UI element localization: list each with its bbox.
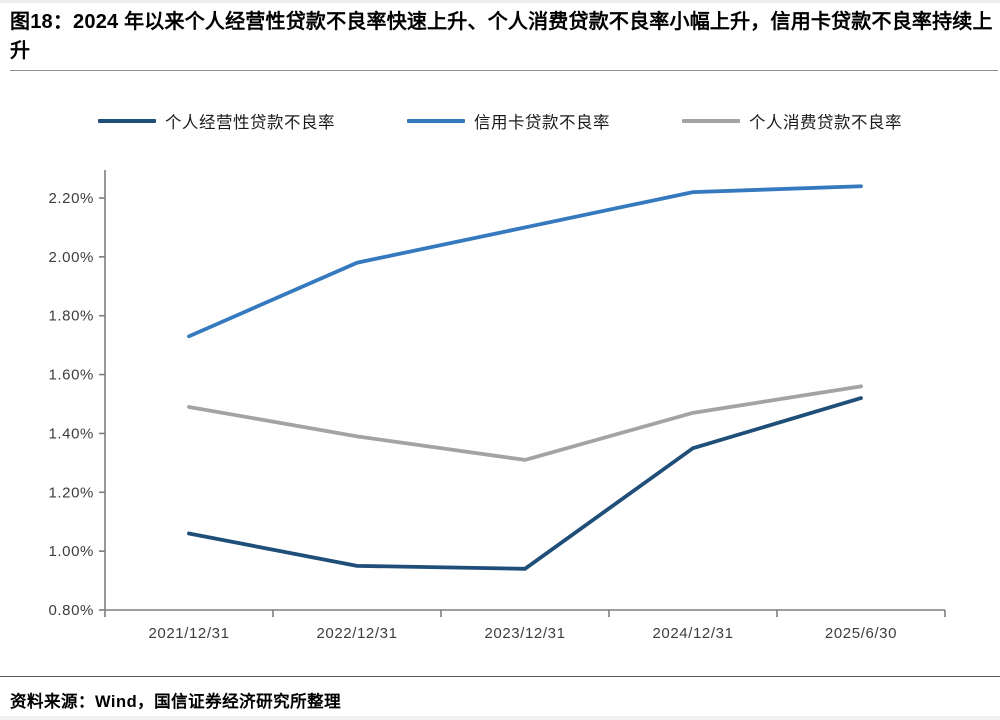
x-axis-tick-label: 2024/12/31 [652, 625, 733, 642]
legend-label: 个人消费贷款不良率 [749, 114, 902, 132]
x-axis-tick-label: 2023/12/31 [484, 625, 565, 642]
source-note: 资料来源：Wind，国信证券经济研究所整理 [10, 693, 342, 711]
series-line-2 [187, 384, 863, 462]
x-axis-tick-label: 2022/12/31 [316, 625, 397, 642]
x-axis-tick-label: 2025/6/30 [825, 625, 897, 642]
y-axis-tick-label: 1.80% [48, 308, 94, 325]
page-bottom-strip [0, 716, 1000, 720]
legend-item-2: 个人消费贷款不良率 [682, 109, 902, 133]
y-axis-tick-label: 0.80% [48, 602, 94, 619]
chart-legend: 个人经营性贷款不良率 信用卡贷款不良率 个人消费贷款不良率 [0, 108, 1000, 134]
y-axis-tick-label: 1.20% [48, 484, 94, 501]
legend-label: 信用卡贷款不良率 [474, 114, 610, 132]
y-axis-tick-label: 1.60% [48, 367, 94, 384]
x-axis-tick-label: 2021/12/31 [148, 625, 229, 642]
figure-title: 图18：2024 年以来个人经营性贷款不良率快速上升、个人消费贷款不良率小幅上升… [10, 11, 993, 62]
y-axis-tick-label: 2.00% [48, 249, 94, 266]
legend-label: 个人经营性贷款不良率 [165, 114, 335, 132]
y-axis-tick-label: 1.00% [48, 543, 94, 560]
legend-line-swatch [407, 119, 465, 123]
y-axis-tick-label: 1.40% [48, 425, 94, 442]
title-divider [10, 70, 998, 71]
page-top-strip [0, 0, 1000, 3]
legend-line-swatch [682, 119, 740, 123]
y-axis-tick-label: 2.20% [48, 190, 94, 207]
legend-item-1: 信用卡贷款不良率 [407, 109, 610, 133]
source-divider [0, 676, 1000, 677]
legend-item-0: 个人经营性贷款不良率 [98, 109, 335, 133]
series-line-0 [187, 396, 863, 571]
legend-line-swatch [98, 119, 156, 123]
series-line-1 [187, 184, 863, 339]
